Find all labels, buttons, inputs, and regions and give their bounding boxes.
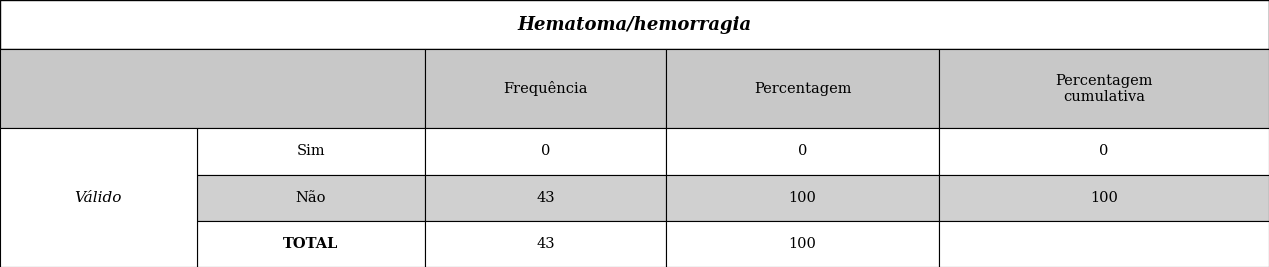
Bar [0,128,197,267]
Text: Percentagem: Percentagem [754,82,851,96]
Bar [666,128,939,175]
Text: Não: Não [296,191,326,205]
Bar [666,175,939,221]
Bar [939,49,1269,128]
Bar [666,49,939,128]
Text: Hematoma/hemorragia: Hematoma/hemorragia [518,16,751,34]
Bar [939,175,1269,221]
Text: Válido: Válido [75,191,122,205]
Text: 0: 0 [798,144,807,158]
Text: 43: 43 [537,237,555,251]
Bar [939,128,1269,175]
Bar [0,0,1269,49]
Bar [425,175,666,221]
Text: 100: 100 [1090,191,1118,205]
Bar [425,221,666,267]
Text: Frequência: Frequência [504,81,588,96]
Bar [425,128,666,175]
Bar [197,128,425,175]
Bar [666,221,939,267]
Bar [197,221,425,267]
Text: 0: 0 [541,144,551,158]
Text: 0: 0 [1099,144,1109,158]
Bar [939,221,1269,267]
Text: Percentagem
cumulativa: Percentagem cumulativa [1056,74,1152,104]
Text: TOTAL: TOTAL [283,237,339,251]
Bar [197,175,425,221]
Text: 100: 100 [789,191,816,205]
Text: 100: 100 [789,237,816,251]
Text: Sim: Sim [297,144,325,158]
Bar [425,49,666,128]
Text: 43: 43 [537,191,555,205]
Bar [0,49,425,128]
